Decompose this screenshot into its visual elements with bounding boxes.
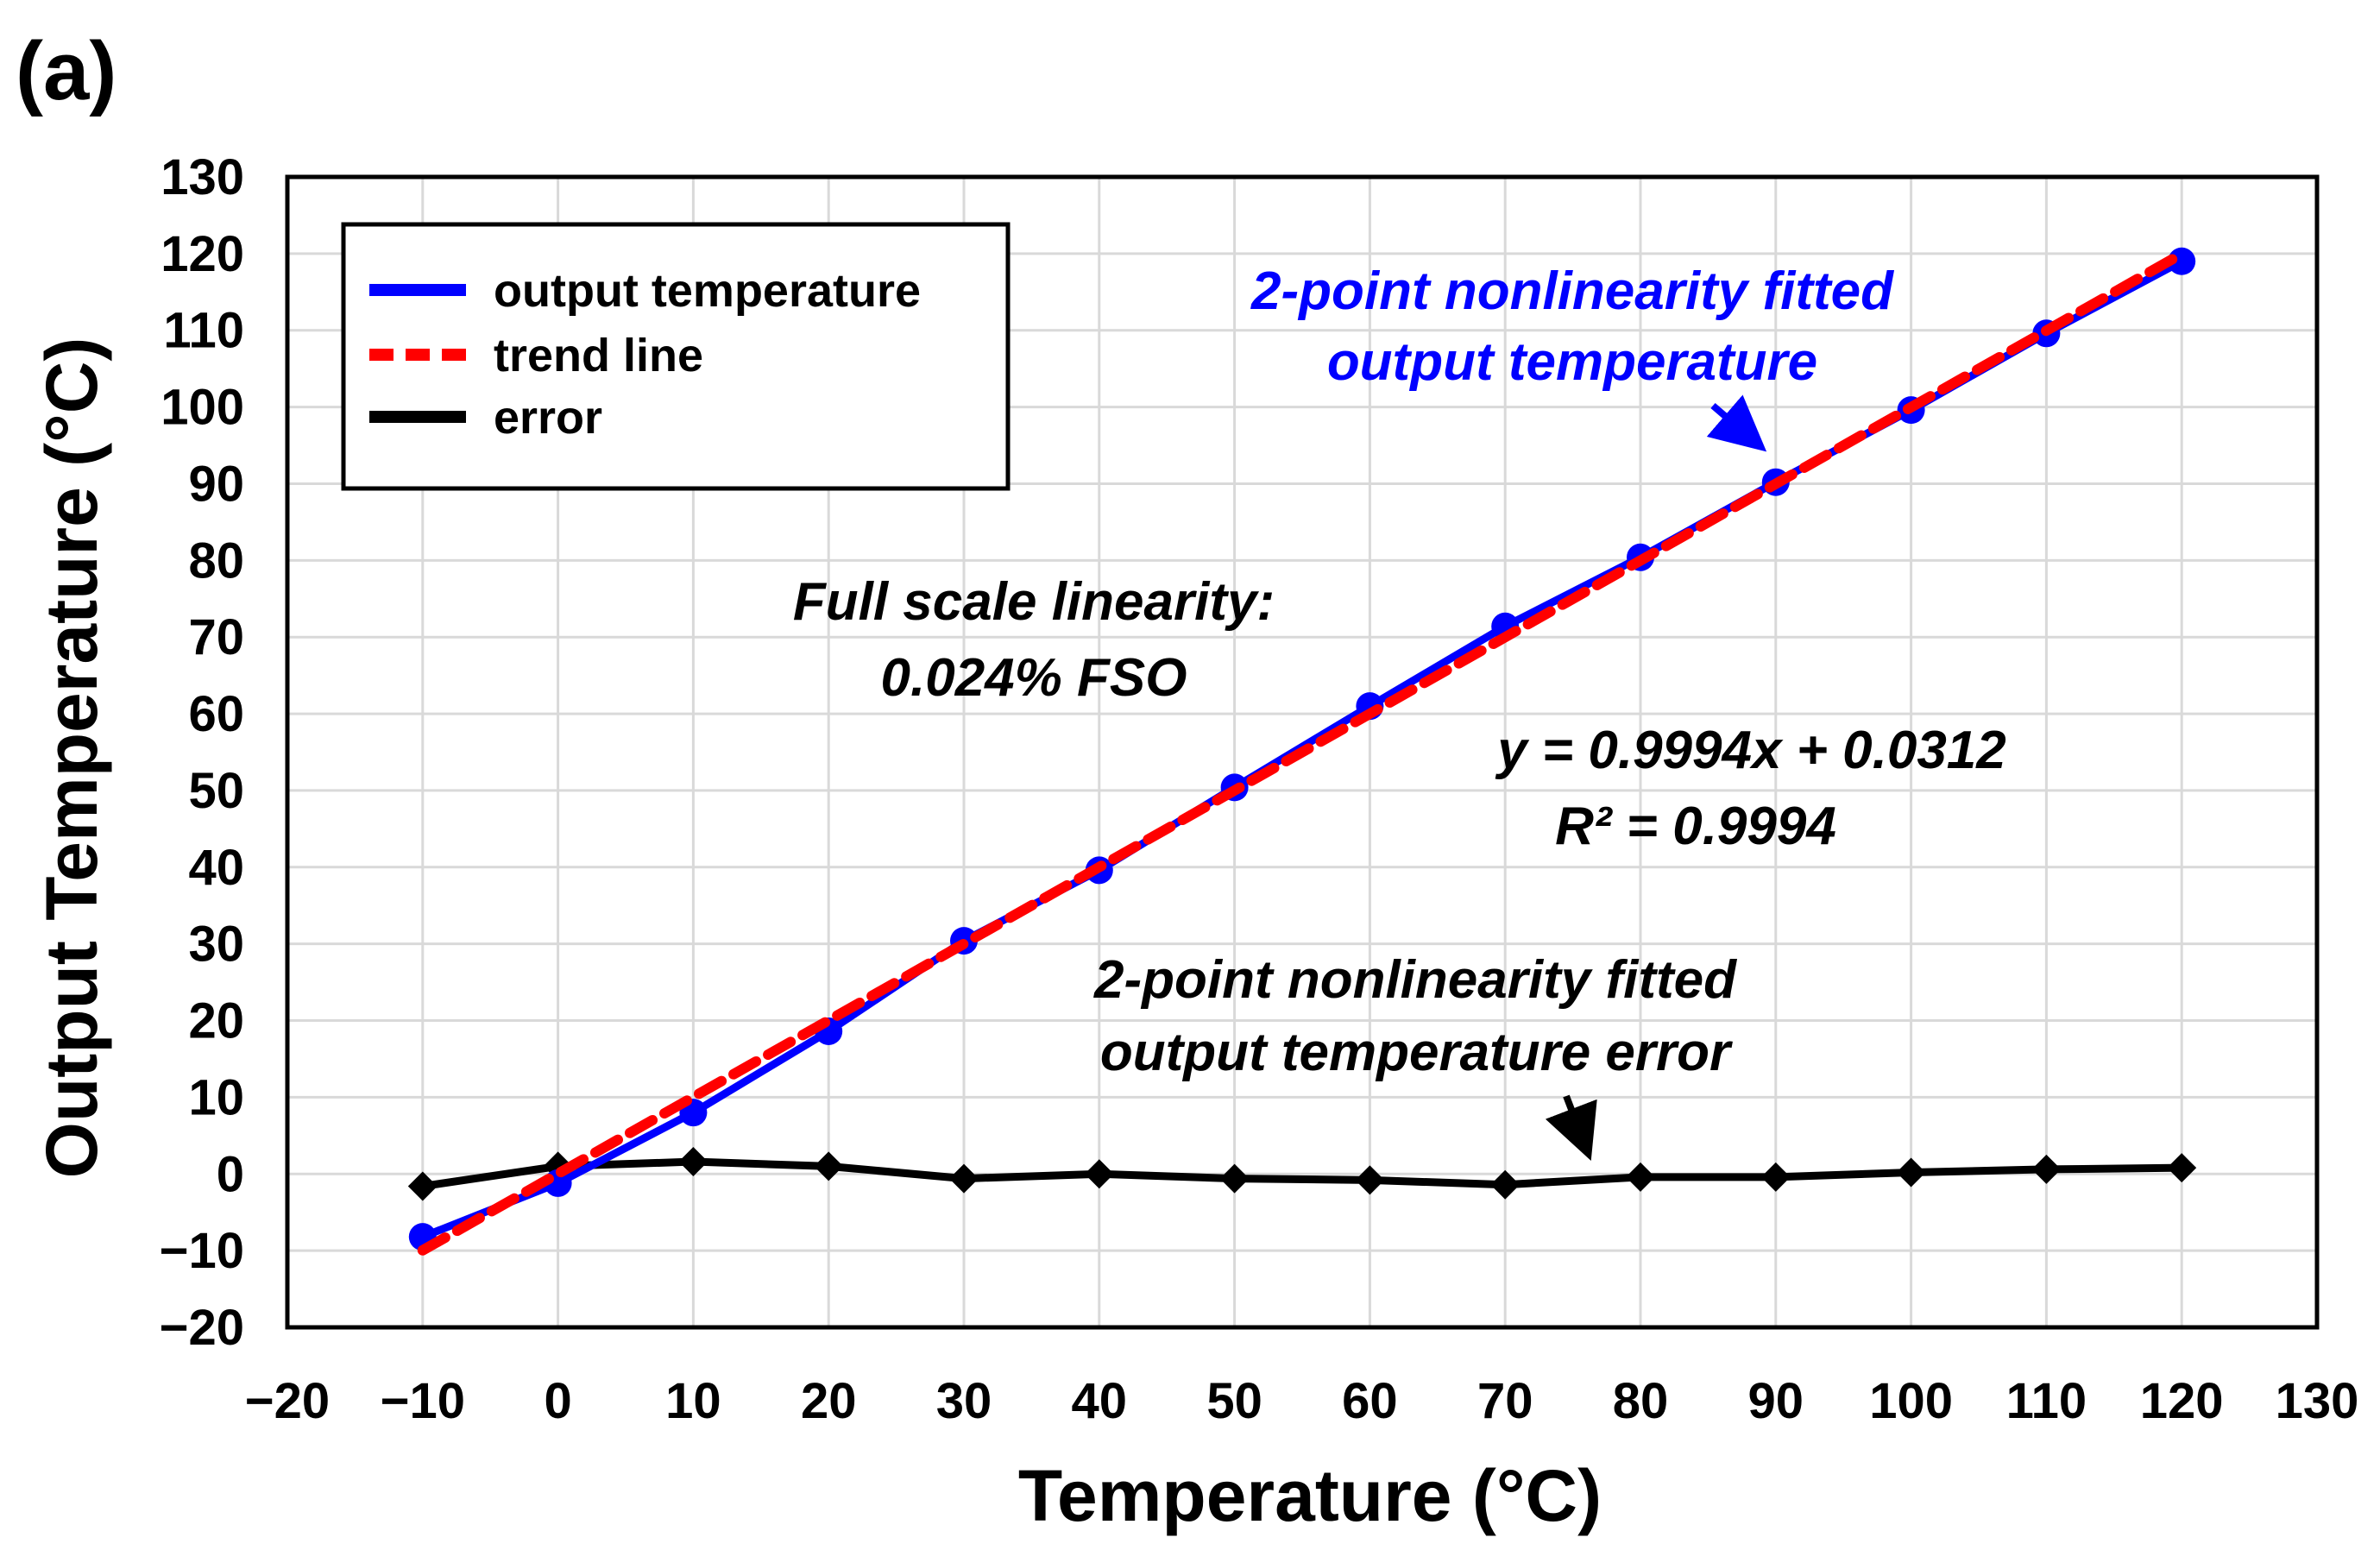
legend-label-output: output temperature	[494, 265, 921, 317]
y-tick-label: 120	[161, 226, 244, 282]
y-tick-label: 40	[188, 840, 244, 896]
y-tick-label: 80	[188, 532, 244, 589]
annotation-linearity-line2: 0.024% FSO	[881, 648, 1187, 708]
y-tick-label: −10	[160, 1223, 244, 1279]
x-tick-label: 130	[2276, 1373, 2359, 1429]
annotation-r-squared: R² = 0.9994	[1555, 797, 1836, 856]
data-point-error	[2031, 1154, 2062, 1184]
annotation-equation: y = 0.9994x + 0.0312	[1495, 721, 2006, 780]
annotation-error-arrow	[1545, 1094, 1597, 1161]
y-tick-label: 0	[217, 1146, 244, 1202]
data-point-error	[1355, 1165, 1385, 1195]
annotation-error-line1: 2-point nonlinearity fitted	[1093, 950, 1737, 1010]
x-axis-title: Temperature (°C)	[1018, 1455, 1602, 1536]
y-tick-label: 90	[188, 456, 244, 512]
data-point-error	[678, 1147, 708, 1177]
y-tick-label: 100	[161, 380, 244, 436]
legend-label-error: error	[494, 392, 602, 444]
y-tick-label: 20	[188, 993, 244, 1049]
y-tick-label: 110	[163, 303, 244, 359]
y-tick-label: 50	[188, 763, 244, 819]
data-point-error	[1896, 1157, 1926, 1188]
y-tick-label: 70	[188, 609, 244, 665]
y-tick-label: 130	[161, 149, 244, 205]
y-tick-label: −20	[160, 1300, 244, 1356]
annotation-error-line2: output temperature error	[1100, 1023, 1733, 1082]
data-point-output-temperature	[2168, 247, 2196, 275]
x-tick-label: 0	[544, 1373, 571, 1429]
x-tick-label: 20	[801, 1373, 857, 1429]
data-point-error	[1626, 1162, 1655, 1192]
data-point-error	[1760, 1162, 1791, 1192]
x-tick-label: 10	[665, 1373, 721, 1429]
x-tick-label: 70	[1477, 1373, 1533, 1429]
legend: output temperature trend line error	[341, 222, 1011, 491]
x-tick-label: −10	[381, 1373, 465, 1429]
data-point-error	[814, 1151, 844, 1181]
data-point-error	[407, 1171, 438, 1201]
annotation-linearity-line1: Full scale linearity:	[793, 572, 1275, 632]
y-tick-label: 30	[188, 917, 244, 973]
x-tick-label: 60	[1342, 1373, 1398, 1429]
data-point-error	[949, 1163, 979, 1194]
legend-label-trend: trend line	[494, 330, 703, 381]
y-tick-label: 10	[188, 1069, 244, 1125]
x-tick-label: 100	[1869, 1373, 1953, 1429]
x-tick-label: 90	[1748, 1373, 1804, 1429]
y-axis-title: Output Temperature (°C)	[31, 337, 112, 1179]
x-tick-labels: −20 −10 0 10 20 30 40 50 60 70 80 90 100 110 120 130	[245, 1373, 2359, 1429]
annotation-blue-arrow	[1706, 394, 1767, 452]
series-layer	[407, 247, 2197, 1256]
series-line-error	[419, 1157, 2186, 1190]
x-tick-label: 80	[1613, 1373, 1669, 1429]
series-line-trend-line	[417, 249, 2188, 1256]
data-point-error	[1219, 1163, 1250, 1194]
x-tick-label: 110	[2006, 1373, 2087, 1429]
annotation-blue-line2: output temperature	[1327, 332, 1817, 392]
x-tick-label: 50	[1206, 1373, 1262, 1429]
plot-frame	[285, 174, 2320, 1330]
panel-label: (a)	[16, 25, 116, 117]
y-tick-label: 60	[188, 686, 244, 742]
data-point-error	[1490, 1169, 1521, 1200]
x-tick-label: 40	[1072, 1373, 1128, 1429]
x-tick-label: 120	[2140, 1373, 2224, 1429]
annotation-blue-line1: 2-point nonlinearity fitted	[1250, 261, 1894, 321]
data-point-error	[1084, 1159, 1114, 1189]
x-tick-label: −20	[245, 1373, 330, 1429]
x-tick-label: 30	[936, 1373, 992, 1429]
y-tick-labels: −20 −10 0 10 20 30 40 50 60 70 80 90 100 110 120 130	[160, 149, 244, 1356]
data-point-error	[2167, 1153, 2197, 1183]
